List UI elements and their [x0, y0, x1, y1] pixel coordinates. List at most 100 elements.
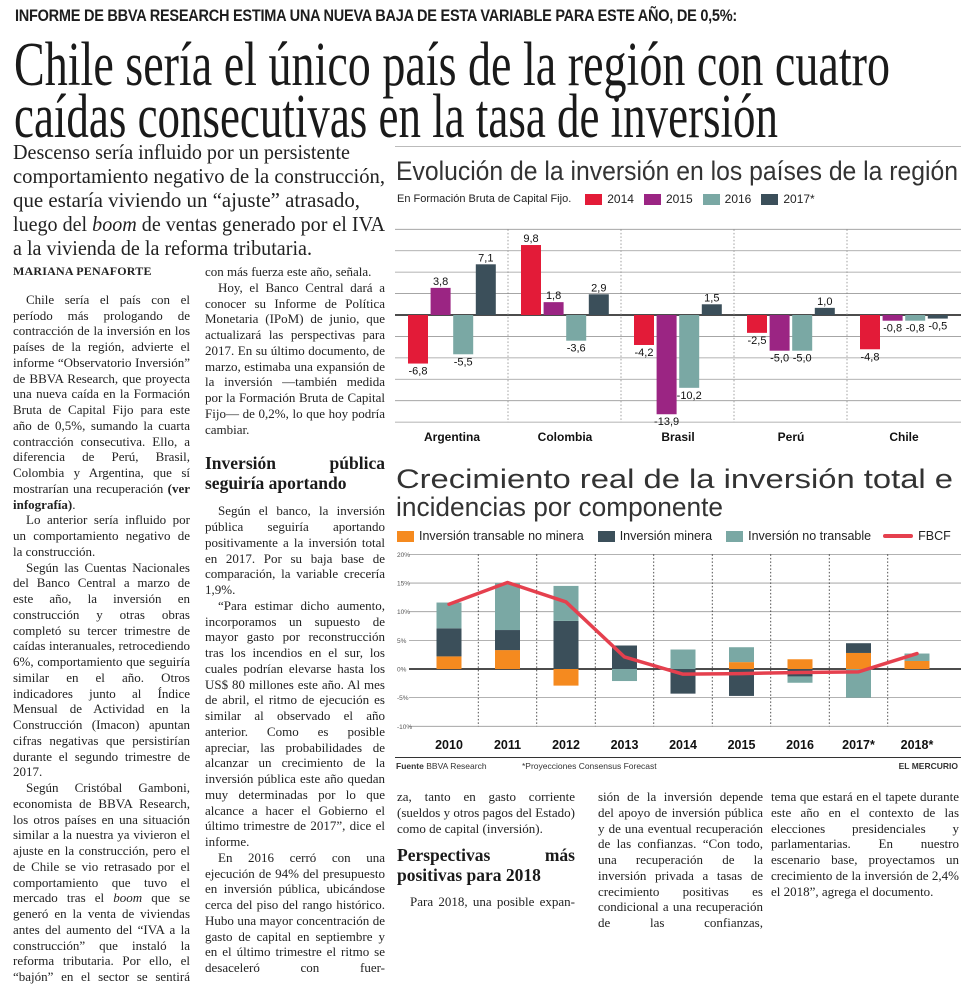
data-label: -0,8 — [906, 323, 925, 335]
y-tick-label: 5% — [397, 638, 407, 645]
byline: MARIANA PENAFORTE — [13, 264, 190, 280]
deck-text: Descenso sería influido por un persisten… — [13, 140, 350, 164]
bar-colombia-2016 — [566, 315, 586, 341]
article-column-2: con más fuerza este año, señala. Hoy, el… — [205, 264, 385, 976]
data-label: 1,5 — [704, 292, 719, 304]
data-label: -0,5 — [928, 321, 947, 333]
year-label: 2018* — [901, 738, 934, 752]
article-column-5: tema que estará en el tapete durante est… — [771, 789, 959, 899]
legend-label: 2017* — [783, 192, 814, 206]
chart1-title-text: Evolución de la inversión en los países … — [396, 156, 958, 186]
headline-text: caídas consecutivas en la tasa de invers… — [14, 86, 778, 148]
article-column-3: za, tanto en gasto corriente (sueldos y … — [397, 789, 575, 910]
stacked-bar-2014-segment — [671, 650, 696, 669]
italic-text: boom — [113, 890, 142, 905]
paragraph: sión de la inversión depende del apoyo d… — [598, 789, 763, 931]
legend-swatch-2016 — [703, 194, 720, 205]
legend-label: Inversión minera — [620, 529, 712, 543]
category-label: Chile — [889, 430, 919, 444]
paragraph: Hoy, el Banco Central dará a conocer su … — [205, 280, 385, 438]
legend-label: FBCF — [918, 529, 951, 543]
article-column-1: MARIANA PENAFORTE Chile sería el país co… — [13, 264, 190, 985]
source-text: BBVA Research — [426, 761, 486, 771]
chart2-title-line-1: Crecimiento real de la inversión total e — [396, 464, 855, 494]
bar-chile-2015 — [883, 315, 903, 321]
legend-label: 2014 — [607, 192, 634, 206]
chart2-legend: Inversión transable no minera Inversión … — [387, 529, 951, 543]
legend-swatch-transable — [397, 531, 414, 542]
y-tick-label: 15% — [397, 581, 410, 588]
text: . — [72, 497, 75, 512]
text: Chile sería el país con el período más p… — [13, 292, 190, 496]
y-tick-label: 0% — [397, 667, 407, 674]
legend-label: Inversión no transable — [748, 529, 871, 543]
article-column-4: sión de la inversión depende del apoyo d… — [598, 789, 763, 931]
source-label: Fuente — [396, 761, 424, 771]
data-label: 1,0 — [817, 296, 832, 308]
paragraph: Según el banco, la inversión pública seg… — [205, 503, 385, 598]
data-label: -10,2 — [677, 390, 702, 402]
legend-label: 2016 — [725, 192, 752, 206]
data-label: -4,2 — [635, 347, 654, 359]
data-label: -5,5 — [454, 356, 473, 368]
legend-label: Inversión transable no minera — [419, 529, 584, 543]
category-label: Colombia — [538, 430, 593, 444]
stacked-bar-2018-segment — [905, 661, 930, 669]
deck-text: luego del — [13, 212, 92, 236]
stacked-bar-2010-segment — [437, 628, 462, 656]
year-label: 2011 — [494, 738, 521, 752]
data-label: -3,6 — [567, 343, 586, 355]
deck-text: de ventas generado por el IVA — [137, 212, 385, 236]
bar-chile-2016 — [905, 315, 925, 321]
paragraph: Según las Cuentas Nacionales del Banco C… — [13, 560, 190, 781]
chart2-title-line-2: incidencias por componente — [396, 492, 732, 522]
deck-text: a la vivienda de la reforma tributaria. — [13, 236, 312, 260]
legend-swatch-2014 — [585, 194, 602, 205]
headline-line-2: caídas consecutivas en la tasa de invers… — [14, 86, 973, 148]
projection-note: *Proyecciones Consensus Forecast — [522, 761, 657, 771]
y-tick-label: 10% — [397, 609, 410, 616]
source: Fuente BBVA Research — [396, 761, 487, 771]
category-label: Argentina — [424, 430, 480, 444]
data-label: -6,8 — [409, 366, 428, 378]
brand-credit: EL MERCURIO — [880, 761, 958, 771]
bar-colombia-2015 — [544, 302, 564, 315]
category-label: Perú — [778, 430, 805, 444]
data-label: -13,9 — [654, 416, 679, 428]
year-label: 2014 — [669, 738, 697, 752]
year-label: 2015 — [728, 738, 756, 752]
bar-argentina-2016 — [453, 315, 473, 354]
deck-text: que estaría viviendo un “ajuste” atrasad… — [13, 188, 360, 212]
data-label: -5,0 — [793, 353, 812, 365]
paragraph: “Para estimar dicho aumento, incorporamo… — [205, 598, 385, 850]
stacked-bar-2015-segment — [729, 647, 754, 662]
stacked-bar-2013-segment — [612, 669, 637, 681]
chart1-legend: En Formación Bruta de Capital Fijo. 2014… — [397, 192, 815, 206]
source-rule — [395, 757, 961, 758]
kicker-text: INFORME DE BBVA RESEARCH ESTIMA UNA NUEV… — [15, 6, 737, 26]
stacked-bar-2012-segment — [554, 669, 579, 686]
data-label: 2,9 — [591, 282, 606, 294]
subheading: Inversión pública seguiría aportando — [205, 453, 385, 493]
stacked-bar-2016-segment — [788, 659, 813, 669]
year-label: 2016 — [786, 738, 814, 752]
text: Según Cristóbal Gamboni, economista de B… — [13, 780, 190, 905]
category-label: Brasil — [661, 430, 694, 444]
data-label: 1,8 — [546, 290, 561, 302]
stacked-bar-2017-segment — [846, 643, 871, 653]
bar-colombia-2017 — [589, 294, 609, 315]
chart-top-rule — [395, 146, 961, 147]
deck-line: que estaría viviendo un “ajuste” atrasad… — [13, 188, 362, 212]
data-label: -4,8 — [861, 351, 880, 363]
deck-line: luego del boom de ventas generado por el… — [13, 212, 402, 236]
paragraph: tema que estará en el tapete durante est… — [771, 789, 959, 899]
bar-brasil-2015 — [657, 315, 677, 414]
legend-swatch-minera — [598, 531, 615, 542]
year-label: 2010 — [435, 738, 463, 752]
bar-perú-2016 — [792, 315, 812, 351]
paragraph: Lo anterior sería influido por un compor… — [13, 512, 190, 559]
paragraph: Según Cristóbal Gamboni, economista de B… — [13, 780, 190, 985]
bar-colombia-2014 — [521, 245, 541, 315]
chart2-title-text: Crecimiento real de la inversión total e — [396, 464, 953, 494]
bar-perú-2014 — [747, 315, 767, 333]
